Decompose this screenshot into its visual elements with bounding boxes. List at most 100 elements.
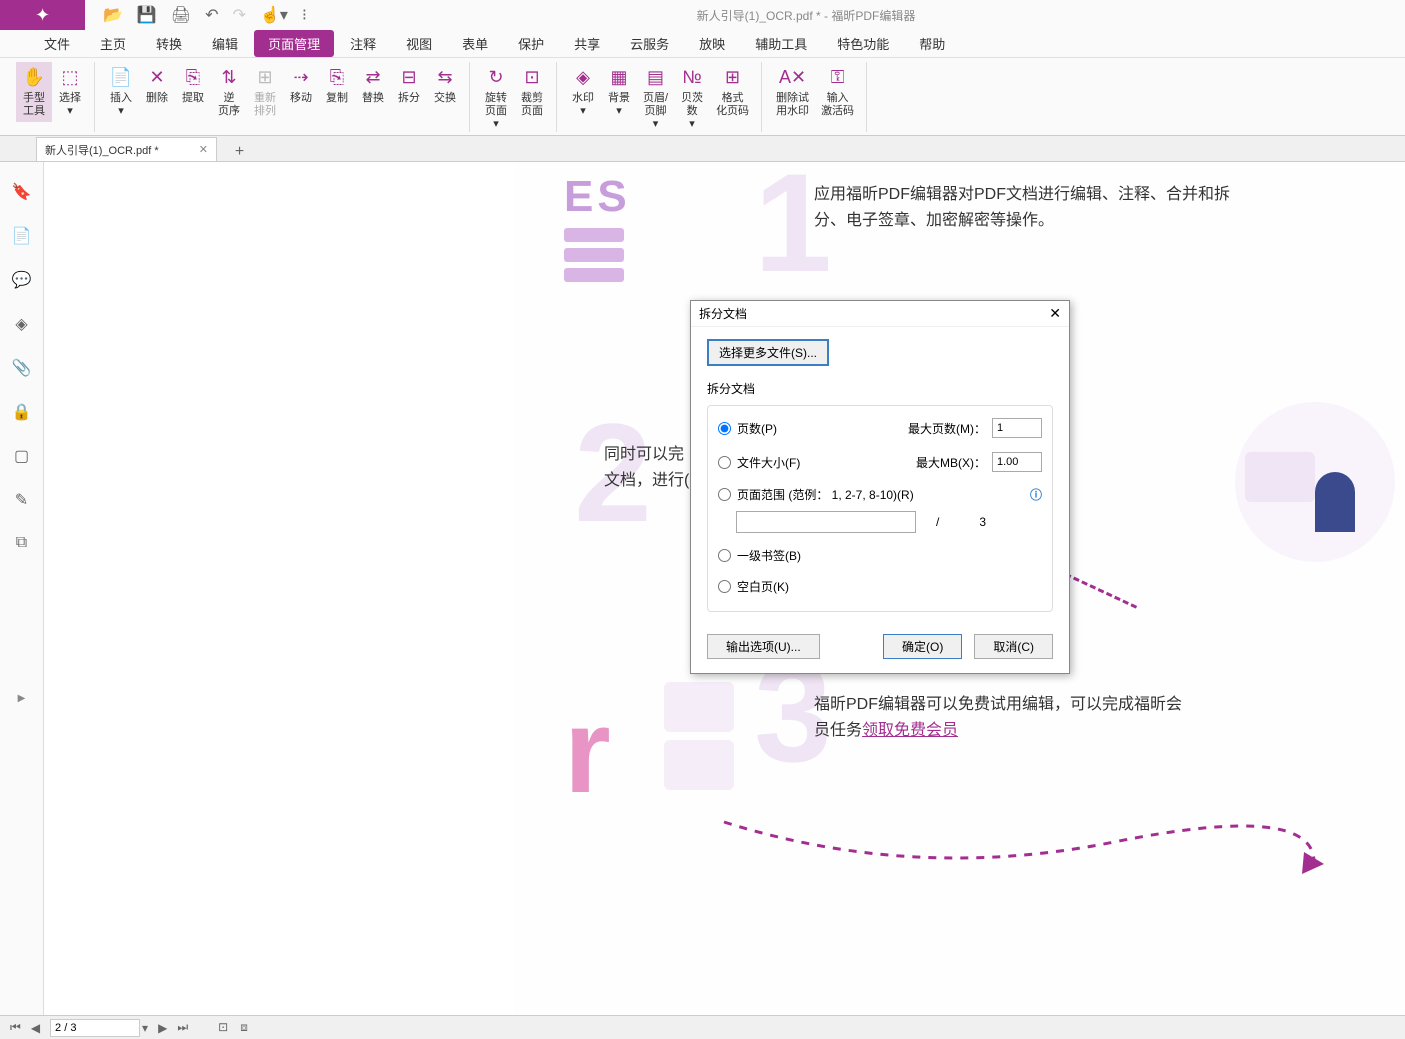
ribbon-button[interactable]: ⇄替换 <box>355 62 391 109</box>
ribbon-button[interactable]: ⊞重新排列 <box>247 62 283 122</box>
menu-cloud[interactable]: 云服务 <box>616 30 683 57</box>
attachments-icon[interactable]: 📎 <box>12 358 32 378</box>
ribbon-button-icon: 📄 <box>109 66 133 90</box>
prev-page-icon[interactable]: ◀ <box>31 1021 40 1035</box>
ribbon-button[interactable]: ⇆交换 <box>427 62 463 109</box>
ribbon-button[interactable]: ⬚选择▾ <box>52 62 88 122</box>
radio-bookmark[interactable] <box>718 549 731 562</box>
panel-expand-icon[interactable]: ▶ <box>18 693 26 704</box>
ribbon-button[interactable]: ↻旋转页面▾ <box>478 62 514 135</box>
radio-filesize-label[interactable]: 文件大小(F) <box>737 454 867 471</box>
free-member-link[interactable]: 领取免费会员 <box>862 722 958 739</box>
radio-pages-label[interactable]: 页数(P) <box>737 420 867 437</box>
menu-help[interactable]: 帮助 <box>905 30 959 57</box>
print-icon[interactable]: 🖨 <box>171 5 191 25</box>
pages-icon[interactable]: 📄 <box>12 226 32 246</box>
next-page-icon[interactable]: ▶ <box>158 1021 167 1035</box>
ribbon-button-label: 贝茨数▾ <box>681 92 703 131</box>
info-icon[interactable]: ⓘ <box>1030 486 1042 503</box>
ribbon-button[interactable]: ⊞格式化页码 <box>710 62 755 122</box>
undo-icon[interactable]: ↶ <box>205 5 218 25</box>
touch-icon[interactable]: ☝▾ <box>260 5 288 25</box>
dialog-body: 选择更多文件(S)... 拆分文档 页数(P) 最大页数(M)： 文件大小(F)… <box>691 327 1069 624</box>
radio-range[interactable] <box>718 488 731 501</box>
menu-file[interactable]: 文件 <box>30 30 84 57</box>
dialog-footer: 输出选项(U)... 确定(O) 取消(C) <box>691 624 1069 673</box>
ribbon-button[interactable]: ⚿输入激活码 <box>815 62 860 122</box>
menu-edit[interactable]: 编辑 <box>198 30 252 57</box>
ribbon-button[interactable]: ⊟拆分 <box>391 62 427 109</box>
ribbon-button-label: 删除 <box>146 92 168 105</box>
fit-width-icon[interactable]: ⧈ <box>240 1020 248 1035</box>
ribbon-button[interactable]: №贝茨数▾ <box>674 62 710 135</box>
ribbon-button[interactable]: ⎘提取 <box>175 62 211 109</box>
max-mb-input[interactable] <box>992 452 1042 472</box>
comments-icon[interactable]: 💬 <box>12 270 32 290</box>
first-page-icon[interactable]: ⏮ <box>10 1020 21 1035</box>
menu-annotate[interactable]: 注释 <box>336 30 390 57</box>
ribbon-button[interactable]: ⊡裁剪页面 <box>514 62 550 122</box>
decorative-bar <box>564 268 624 282</box>
ribbon-button[interactable]: A✕删除试用水印 <box>770 62 815 122</box>
ribbon-button[interactable]: ⇢移动 <box>283 62 319 109</box>
page-dropdown-icon[interactable]: ▾ <box>142 1021 148 1035</box>
ribbon-button-icon: ⇢ <box>289 66 313 90</box>
radio-blank-label[interactable]: 空白页(K) <box>737 578 867 595</box>
open-icon[interactable]: 📂 <box>103 5 123 25</box>
last-page-icon[interactable]: ⏭ <box>177 1020 188 1035</box>
signatures-icon[interactable]: ✎ <box>15 490 28 510</box>
ribbon-button[interactable]: ✋手型工具 <box>16 62 52 122</box>
title-bar: ✦ 📂 💾 🖨 ↶ ↷ ☝▾ ⁝ 新人引导(1)_OCR.pdf * - 福昕P… <box>0 0 1405 30</box>
menu-present[interactable]: 放映 <box>685 30 739 57</box>
radio-pages[interactable] <box>718 422 731 435</box>
tab-close-icon[interactable]: ✕ <box>199 143 208 156</box>
save-icon[interactable]: 💾 <box>137 5 157 25</box>
radio-filesize[interactable] <box>718 456 731 469</box>
menu-features[interactable]: 特色功能 <box>823 30 903 57</box>
ribbon-button[interactable]: ⎘复制 <box>319 62 355 109</box>
compare-icon[interactable]: ⧉ <box>16 534 27 552</box>
menu-convert[interactable]: 转换 <box>142 30 196 57</box>
tab-add-icon[interactable]: + <box>235 143 244 161</box>
menu-accessibility[interactable]: 辅助工具 <box>741 30 821 57</box>
ok-button[interactable]: 确定(O) <box>883 634 962 659</box>
fit-page-icon[interactable]: ⊡ <box>218 1020 228 1035</box>
layers-icon[interactable]: ◈ <box>15 314 27 334</box>
output-options-button[interactable]: 输出选项(U)... <box>707 634 820 659</box>
menu-view[interactable]: 视图 <box>392 30 446 57</box>
fields-icon[interactable]: ▢ <box>14 446 29 466</box>
security-icon[interactable]: 🔒 <box>12 402 32 422</box>
ribbon-button[interactable]: ◈水印▾ <box>565 62 601 122</box>
ribbon-button[interactable]: 📄插入▾ <box>103 62 139 122</box>
ribbon-button-icon: ⊞ <box>253 66 277 90</box>
cancel-button[interactable]: 取消(C) <box>974 634 1053 659</box>
page-range-input[interactable] <box>736 511 916 533</box>
ribbon-button-icon: ⎘ <box>181 66 205 90</box>
radio-blank[interactable] <box>718 580 731 593</box>
ribbon-group: 📄插入▾✕删除⎘提取⇅逆页序⊞重新排列⇢移动⎘复制⇄替换⊟拆分⇆交换 <box>97 62 470 132</box>
menu-form[interactable]: 表单 <box>448 30 502 57</box>
radio-range-label[interactable]: 页面范围 (范例： 1, 2-7, 8-10)(R) <box>737 486 1014 503</box>
ribbon-button-label: 输入激活码 <box>821 92 854 118</box>
dialog-title-text: 拆分文档 <box>699 305 747 322</box>
bookmark-icon[interactable]: 🔖 <box>12 182 32 202</box>
select-more-files-button[interactable]: 选择更多文件(S)... <box>707 339 829 366</box>
dialog-close-icon[interactable]: ✕ <box>1049 305 1061 322</box>
menu-home[interactable]: 主页 <box>86 30 140 57</box>
radio-bookmark-label[interactable]: 一级书签(B) <box>737 547 867 564</box>
redo-icon[interactable]: ↷ <box>233 5 246 25</box>
page-number-input[interactable] <box>50 1019 140 1037</box>
document-tab[interactable]: 新人引导(1)_OCR.pdf * ✕ <box>36 137 217 161</box>
ribbon-button[interactable]: ▦背景▾ <box>601 62 637 122</box>
dialog-titlebar[interactable]: 拆分文档 ✕ <box>691 301 1069 327</box>
ribbon-button-icon: № <box>680 66 704 90</box>
menu-page-manage[interactable]: 页面管理 <box>254 30 334 57</box>
max-pages-input[interactable] <box>992 418 1042 438</box>
ribbon-button[interactable]: ▤页眉/页脚▾ <box>637 62 674 135</box>
ribbon-button[interactable]: ✕删除 <box>139 62 175 109</box>
split-document-dialog: 拆分文档 ✕ 选择更多文件(S)... 拆分文档 页数(P) 最大页数(M)： … <box>690 300 1070 674</box>
ribbon-button-icon: ⊟ <box>397 66 421 90</box>
menu-share[interactable]: 共享 <box>560 30 614 57</box>
ribbon-button[interactable]: ⇅逆页序 <box>211 62 247 122</box>
menu-protect[interactable]: 保护 <box>504 30 558 57</box>
